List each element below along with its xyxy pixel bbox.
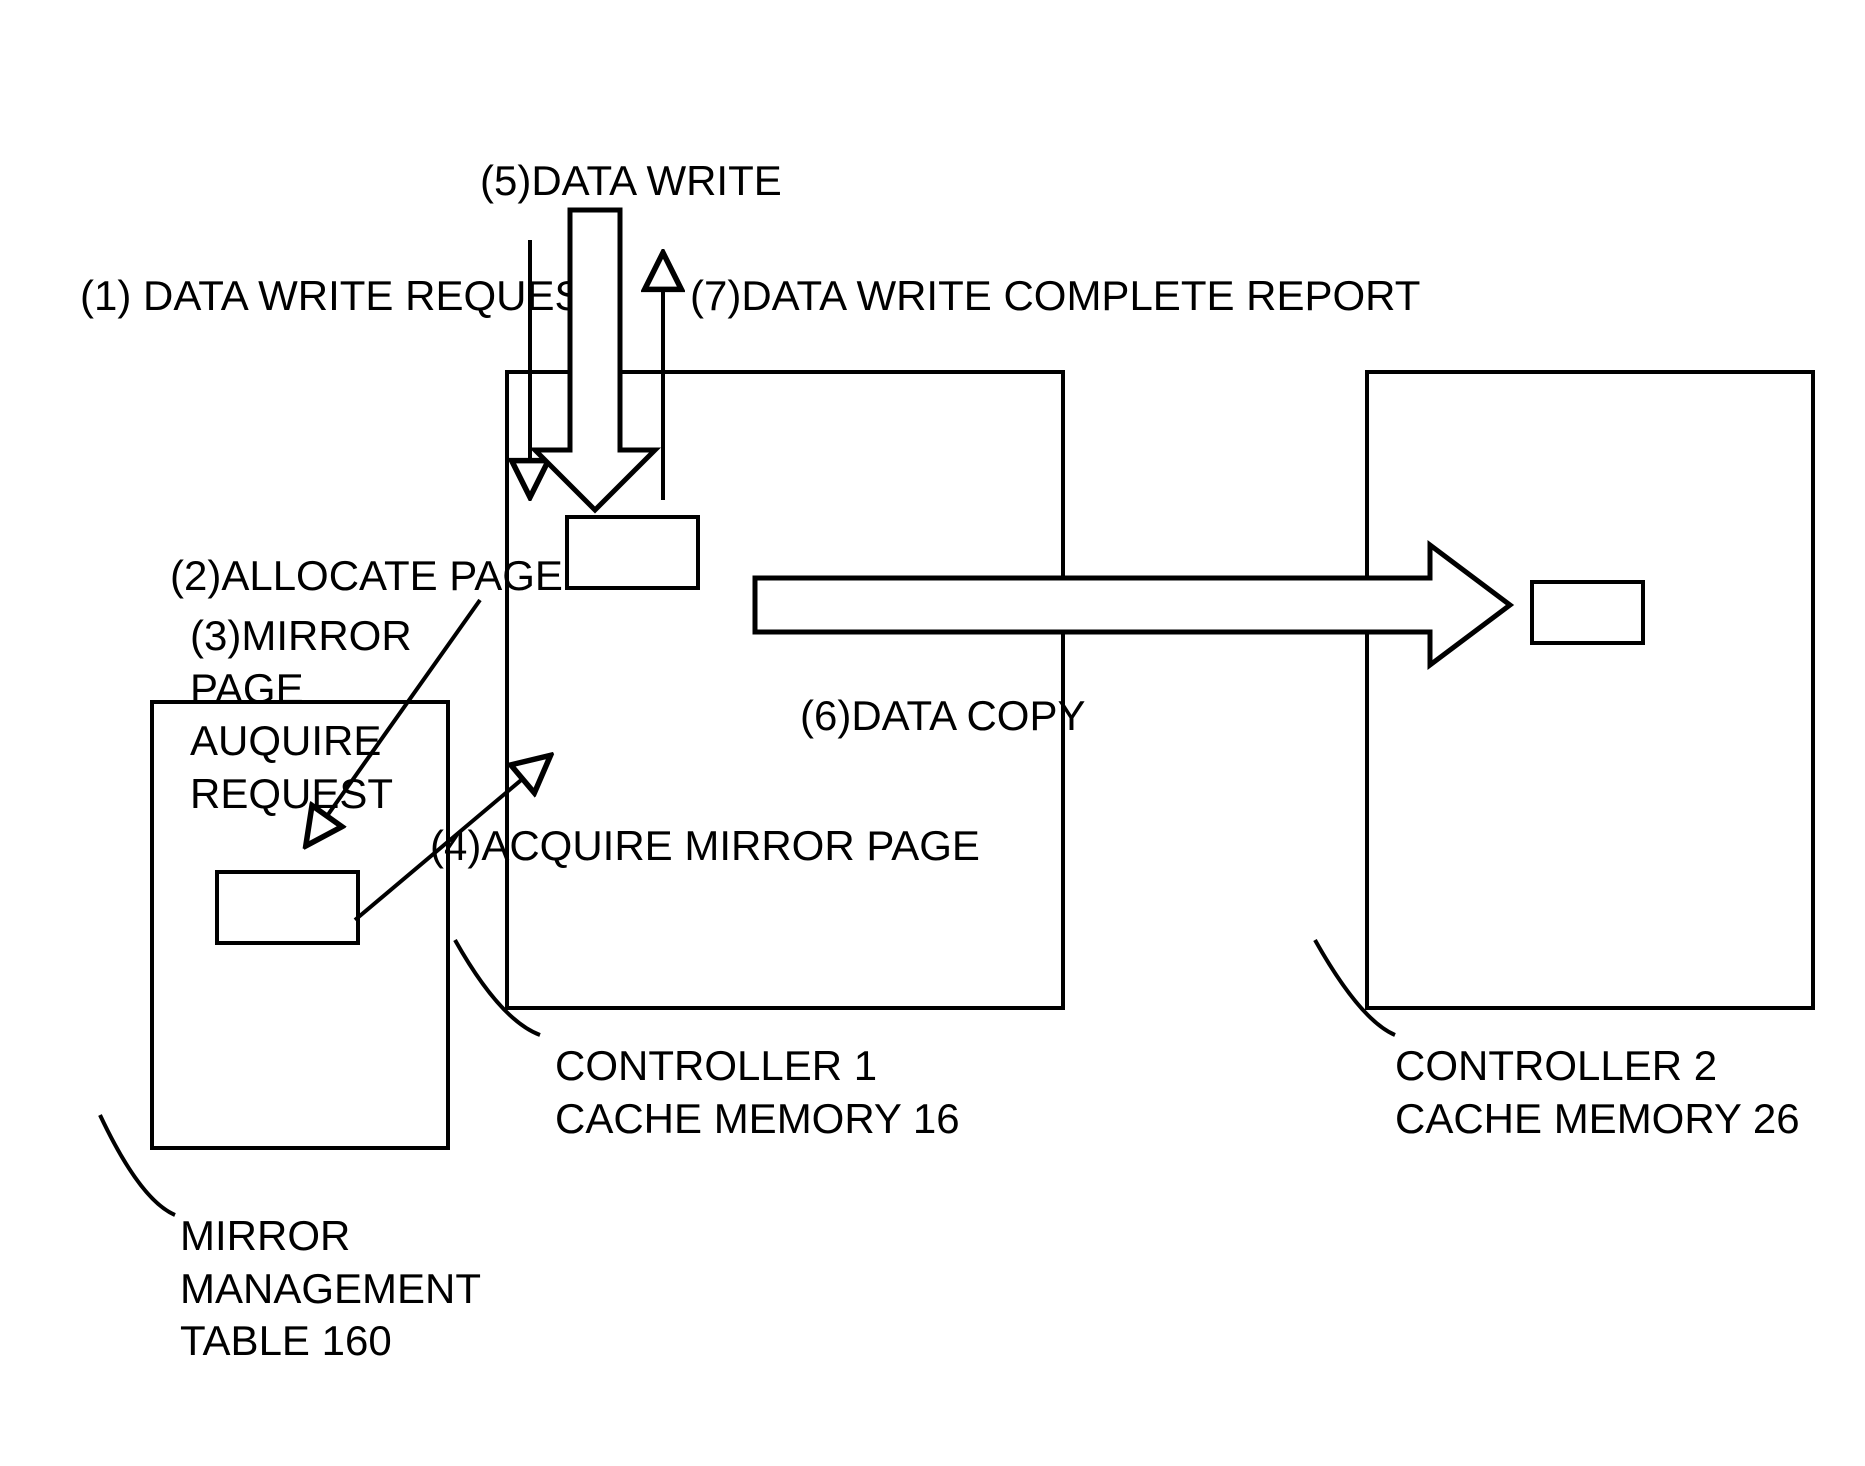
label-controller-1: CONTROLLER 1 CACHE MEMORY 16 — [555, 1040, 960, 1145]
label-step3: (3)MIRROR PAGE AUQUIRE REQUEST — [190, 610, 412, 820]
diagram-canvas: (1) DATA WRITE REQUEST (5)DATA WRITE (7)… — [0, 0, 1865, 1466]
page-box-controller-2 — [1530, 580, 1645, 645]
label-step1: (1) DATA WRITE REQUEST — [80, 270, 608, 323]
label-controller-2: CONTROLLER 2 CACHE MEMORY 26 — [1395, 1040, 1800, 1145]
page-box-mirror-table — [215, 870, 360, 945]
label-step2: (2)ALLOCATE PAGE — [170, 550, 563, 603]
label-step5: (5)DATA WRITE — [480, 155, 782, 208]
controller-2-box — [1365, 370, 1815, 1010]
label-mirror-table: MIRROR MANAGEMENT TABLE 160 — [180, 1210, 481, 1368]
label-step7: (7)DATA WRITE COMPLETE REPORT — [690, 270, 1420, 323]
label-step6: (6)DATA COPY — [800, 690, 1086, 743]
label-step4: (4)ACQUIRE MIRROR PAGE — [430, 820, 980, 873]
page-box-controller-1 — [565, 515, 700, 590]
